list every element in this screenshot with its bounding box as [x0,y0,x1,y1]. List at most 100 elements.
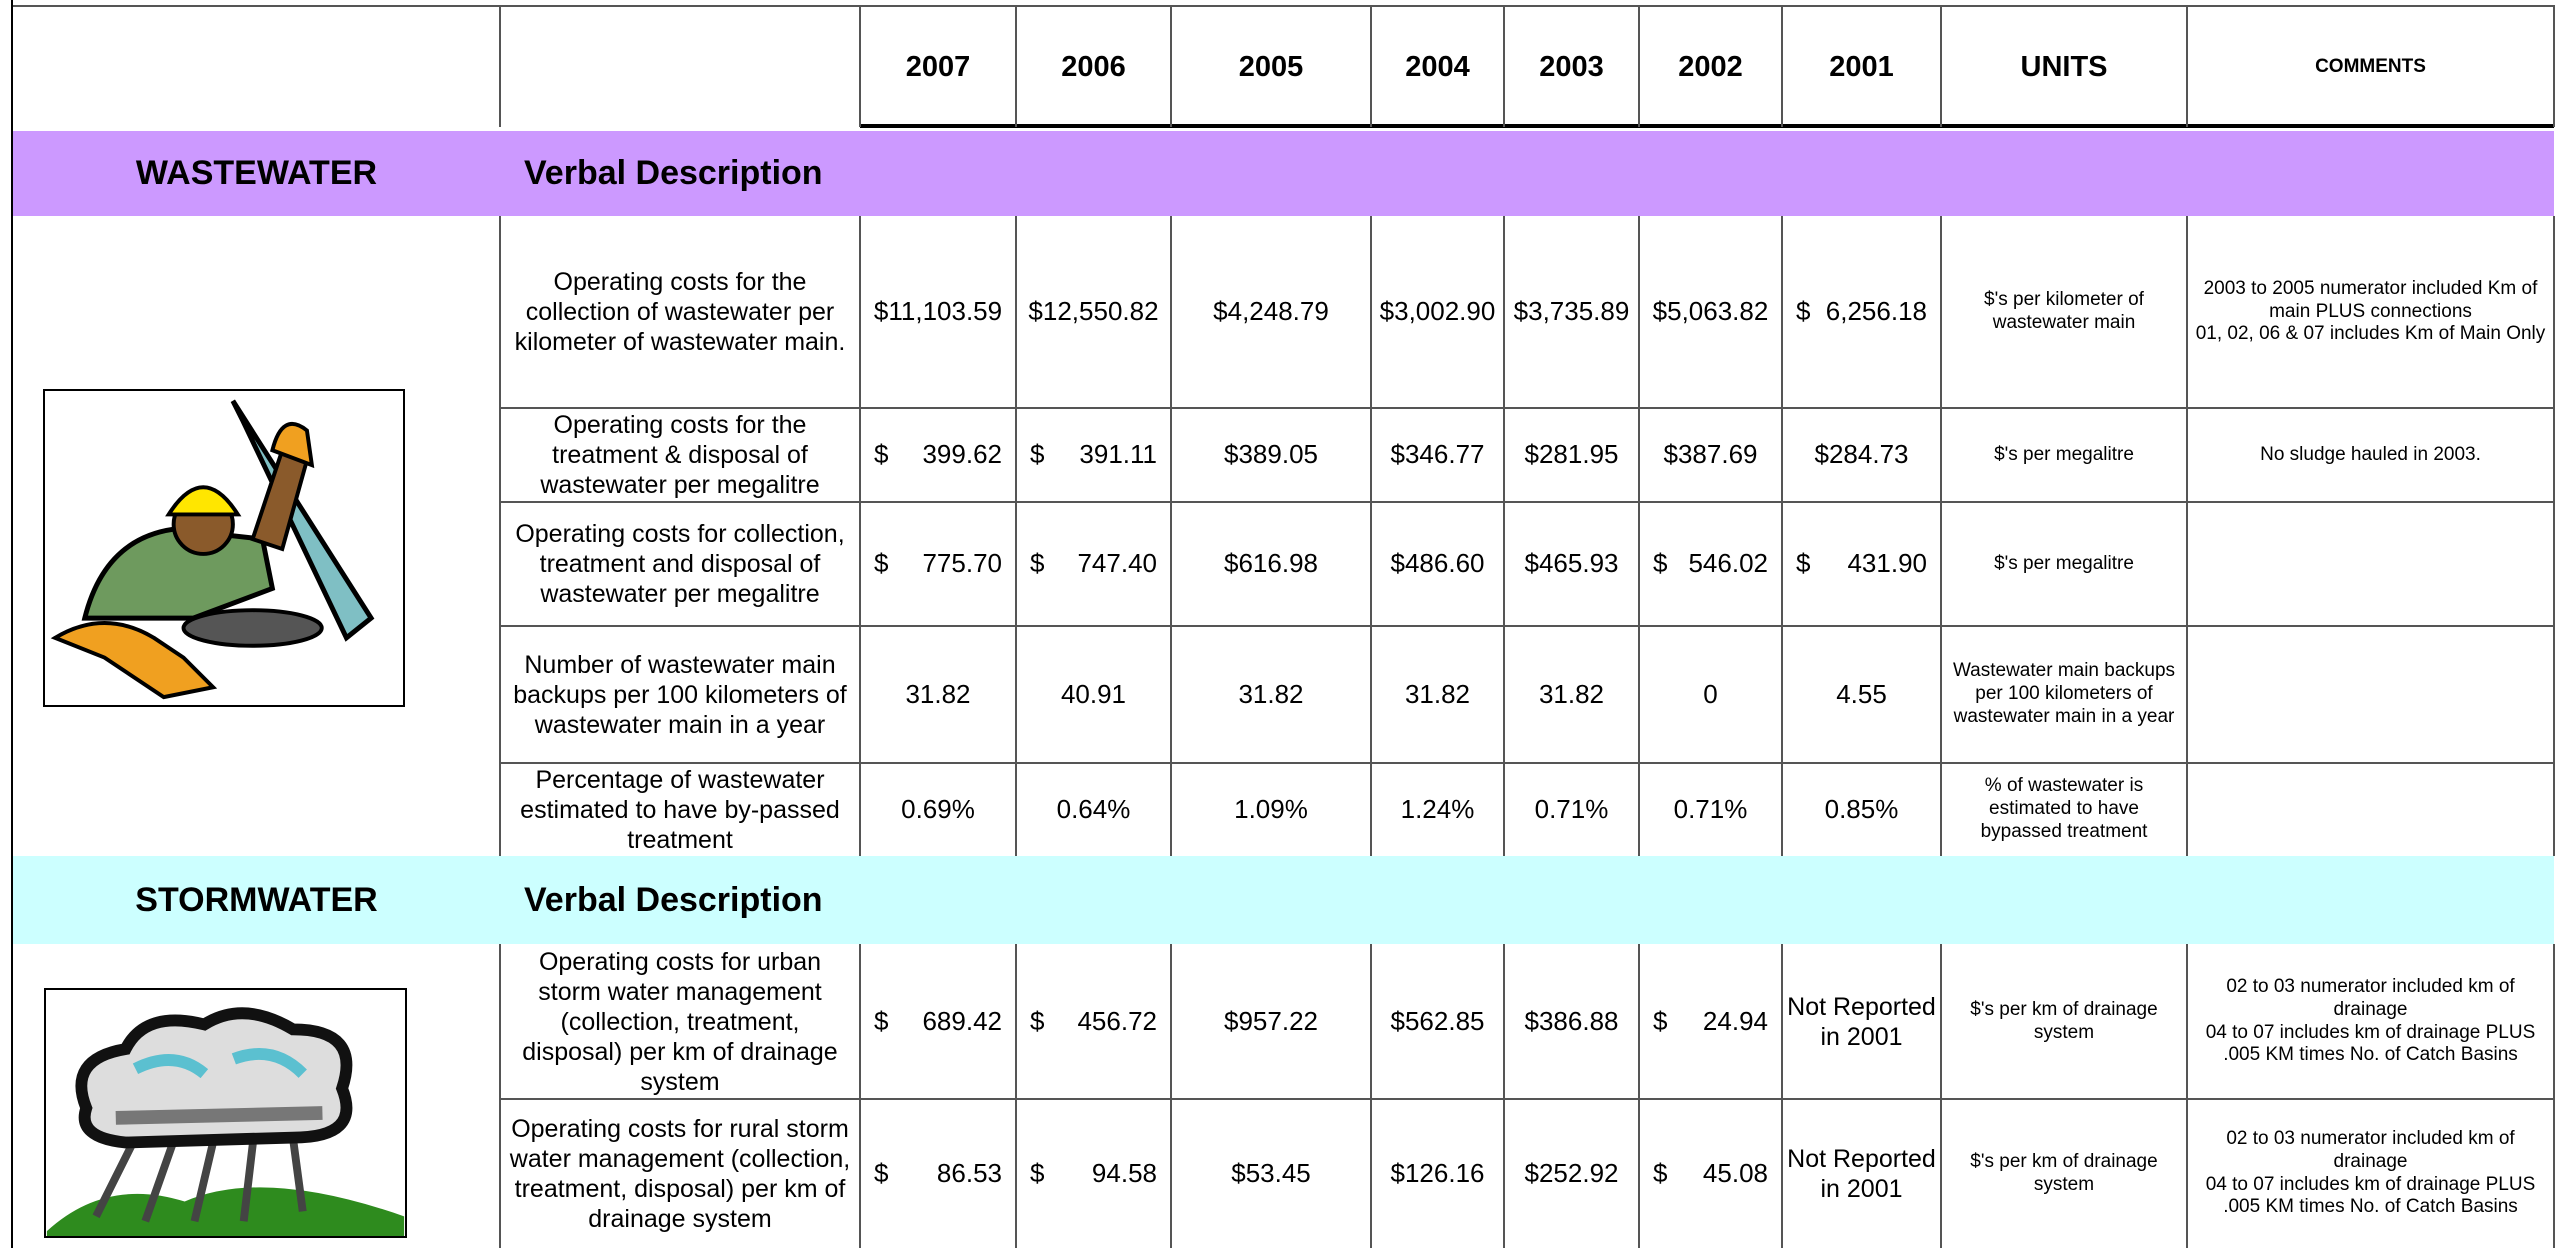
row-line [500,762,2554,764]
col-line [859,944,861,1248]
left-border [11,0,13,1248]
units: $'s per km of drainage system [1970,1150,2158,1195]
value-amount: 431.90 [1847,548,1927,579]
value-cell: $94.58 [1016,1099,1171,1248]
value-symbol: $ [1796,548,1811,579]
units: $'s per megalitre [1994,443,2134,465]
col-line [1015,216,1017,856]
value-amount: 747.40 [1077,548,1157,579]
col-line [1638,216,1640,856]
value-cell: 1.24% [1400,793,1475,824]
col-line [2553,5,2555,127]
value-cell: $284.73 [1814,439,1909,470]
value-cell: $5,063.82 [1652,296,1769,327]
col-line [499,5,501,127]
value-cell: $24.94 [1639,944,1782,1099]
section-band [13,131,2554,216]
description: Operating costs for rural storm water ma… [509,1114,851,1233]
col-line [859,216,861,856]
value-cell: 31.82 [905,678,971,709]
row-line [500,501,2554,503]
worker-icon [43,389,405,707]
value-cell: $281.95 [1524,439,1619,470]
value-cell: $3,002.90 [1379,296,1496,327]
comments: No sludge hauled in 2003. [2260,443,2481,465]
value-amount: 689.42 [922,1005,1002,1036]
col-line [859,5,861,127]
value-cell: 0 [1703,678,1718,709]
description: Number of wastewater main backups per 10… [513,650,847,739]
col-line [1370,216,1372,856]
value-symbol: $ [1030,439,1045,470]
col-line [2186,5,2188,127]
value-amount: 6,256.18 [1825,296,1927,327]
value-symbol: $ [874,439,889,470]
value-cell: $546.02 [1639,502,1782,626]
year-header: 2003 [1539,50,1604,83]
value-cell: $53.45 [1231,1157,1311,1188]
comments: 02 to 03 numerator included km of draina… [2205,975,2536,1066]
value-cell: 31.82 [1538,678,1605,709]
value-cell: $399.62 [860,408,1016,502]
value-cell: $391.11 [1016,408,1171,502]
storm-icon [44,988,407,1238]
section-subtitle: Verbal Description [524,154,823,193]
value-cell: $775.70 [860,502,1016,626]
value-cell: $957.22 [1224,1005,1318,1036]
row-line [500,625,2554,627]
value-cell: $86.53 [860,1099,1016,1248]
col-line [1940,5,1942,127]
col-line [1940,216,1942,856]
year-header: 2001 [1829,50,1894,83]
section-title: STORMWATER [135,880,378,919]
section-subtitle: Verbal Description [524,880,823,919]
units-header: UNITS [2020,50,2108,83]
row-line [500,1098,2554,1100]
value-amount: 775.70 [922,548,1002,579]
col-line [1170,944,1172,1248]
col-line [1503,5,1505,127]
value-cell: 0.64% [1056,793,1131,824]
value-amount: 94.58 [1091,1157,1157,1188]
comments: 02 to 03 numerator included km of draina… [2205,1127,2536,1218]
value-cell: $747.40 [1016,502,1171,626]
value-cell: $12,550.82 [1028,296,1159,327]
header-rule [860,124,2554,128]
value-cell: 0.85% [1824,793,1899,824]
value-cell: $45.08 [1639,1099,1782,1248]
col-line [1503,216,1505,856]
year-header: 2004 [1405,50,1470,83]
col-line [1638,944,1640,1248]
value-amount: 391.11 [1079,439,1157,470]
value-symbol: $ [1030,1157,1045,1188]
description: Operating costs for the collection of wa… [514,268,846,356]
value-cell: $6,256.18 [1782,216,1941,408]
value-amount: 24.94 [1702,1005,1768,1036]
col-line [1503,944,1505,1248]
year-header: 2005 [1238,50,1304,83]
value-cell: $387.69 [1663,439,1758,470]
value-cell: Not Reported in 2001 [1787,992,1936,1051]
value-cell: 31.82 [1404,678,1471,709]
value-symbol: $ [874,1005,889,1036]
value-symbol: $ [1653,548,1668,579]
value-cell: $11,103.59 [873,296,1003,327]
value-symbol: $ [874,548,889,579]
value-cell: 0.71% [1673,793,1748,824]
description: Operating costs for collection, treatmen… [515,520,845,608]
value-cell: 0.71% [1534,793,1609,824]
col-line [499,216,501,856]
value-cell: $465.93 [1524,548,1619,579]
value-cell: $431.90 [1782,502,1941,626]
value-cell: $616.98 [1224,548,1318,579]
col-line [2553,216,2555,856]
value-symbol: $ [1030,548,1045,579]
value-amount: 399.62 [922,439,1002,470]
value-amount: 546.02 [1688,548,1768,579]
col-line [1638,5,1640,127]
value-cell: Not Reported in 2001 [1787,1144,1936,1203]
col-line [1170,5,1172,127]
value-cell: $689.42 [860,944,1016,1099]
value-cell: $486.60 [1390,548,1485,579]
